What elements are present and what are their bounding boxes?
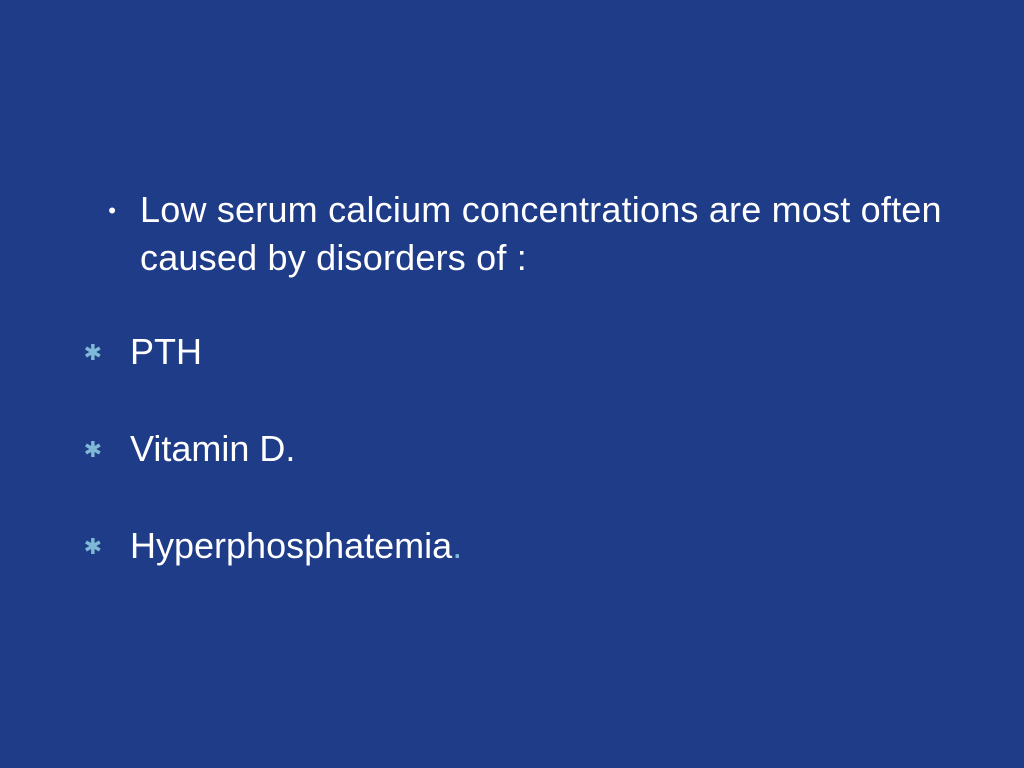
list-item: ✱ PTH: [0, 329, 1024, 376]
dot-bullet-icon: •: [108, 200, 116, 222]
slide: • Low serum calcium concentrations are m…: [0, 0, 1024, 768]
list-item: ✱ Vitamin D.: [0, 426, 1024, 473]
item-bullet-col: ✱: [0, 329, 130, 361]
item-text-hyperphosphatemia: Hyperphosphatemia.: [130, 523, 944, 570]
star-bullet-icon: ✱: [84, 439, 102, 461]
item-content: Vitamin D.: [130, 426, 1024, 473]
item-content: PTH: [130, 329, 1024, 376]
lead-content: Low serum calcium concentrations are mos…: [140, 186, 1024, 281]
item-text-vitamin-d: Vitamin D.: [130, 426, 944, 473]
lead-text: Low serum calcium concentrations are mos…: [140, 186, 944, 281]
item-content: Hyperphosphatemia.: [130, 523, 1024, 570]
lead-row: • Low serum calcium concentrations are m…: [0, 186, 1024, 281]
star-bullet-icon: ✱: [84, 342, 102, 364]
item-bullet-col: ✱: [0, 523, 130, 555]
lead-bullet-col: •: [0, 186, 140, 222]
list-item: ✱ Hyperphosphatemia.: [0, 523, 1024, 570]
item-bullet-col: ✱: [0, 426, 130, 458]
item-text-pth: PTH: [130, 329, 944, 376]
star-bullet-icon: ✱: [84, 536, 102, 558]
